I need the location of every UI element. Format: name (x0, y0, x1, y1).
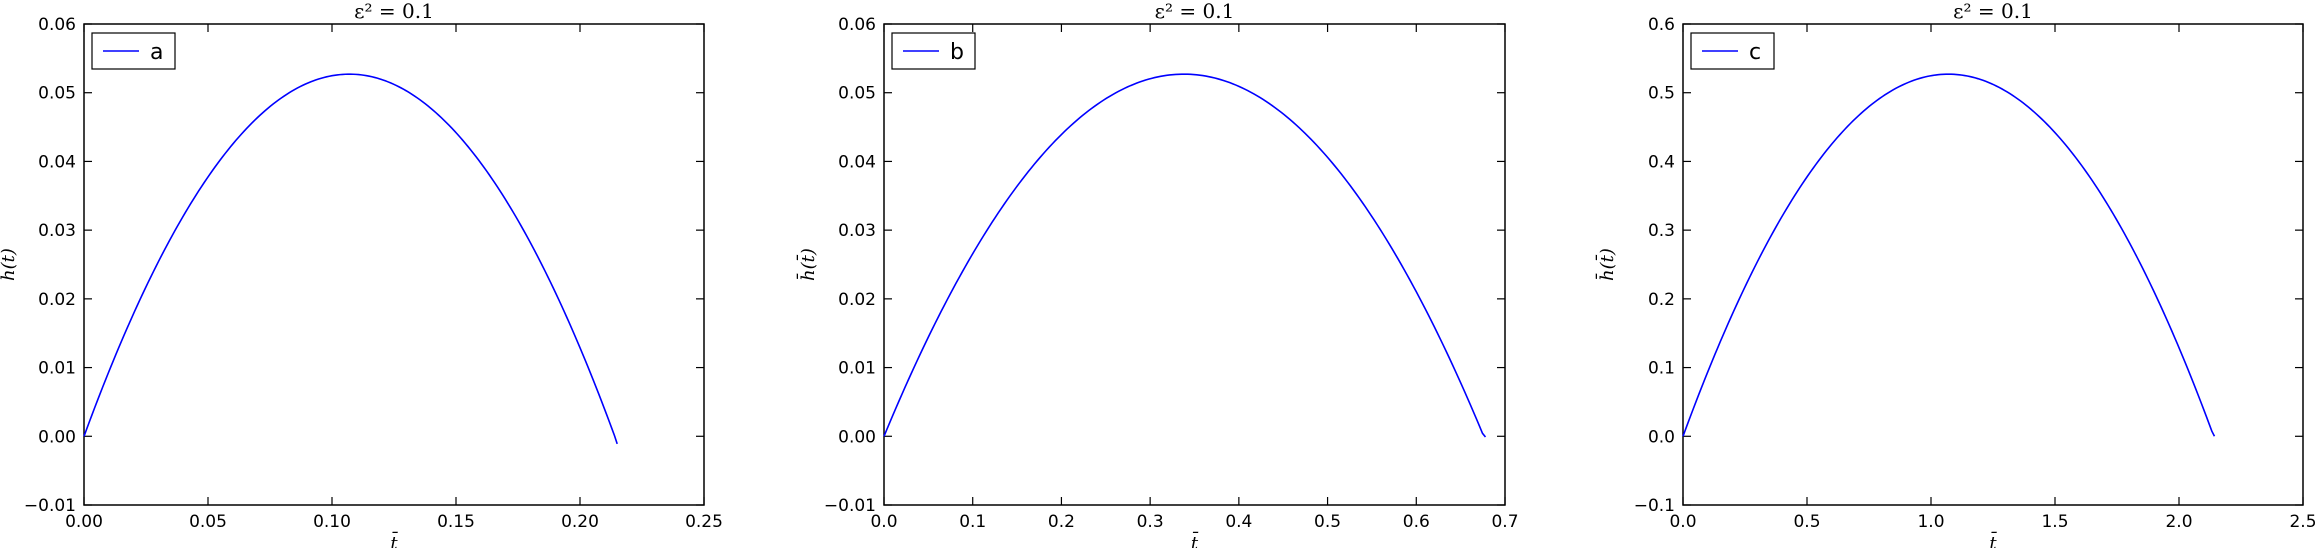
series-line-c (1682, 73, 2216, 437)
chart-panel-3: 0.0 0.5 1.0 1.5 2.0 2.5−0.10.00.10.20.30.40.5… (1594, 0, 2315, 548)
x-tick-label: 0.1 (959, 512, 986, 532)
legend-label: c (1749, 40, 1761, 65)
y-axis-label: h̄(t̄) (1594, 248, 1618, 281)
x-tick-label: 1.0 (1917, 512, 1944, 532)
plot-frame (1682, 23, 2304, 506)
y-tick-label: 0.03 (38, 221, 76, 241)
x-tick-label: 2.0 (2165, 512, 2192, 532)
y-tick-label: 0.02 (838, 290, 876, 310)
chart-panel-1: 0.00 0.05 0.10 0.15 0.20 0.25−0.010.000.010.0… (0, 0, 723, 548)
y-tick-label: 0.1 (1648, 359, 1675, 379)
series-line-a (83, 73, 618, 445)
y-tick-label: 0.3 (1648, 221, 1675, 241)
y-tick-label: 0.03 (838, 221, 876, 241)
x-tick-label: 0.5 (1793, 512, 1820, 532)
y-tick-label: −0.01 (24, 496, 76, 516)
y-tick-label: −0.1 (1634, 496, 1675, 516)
plot-frame (83, 23, 705, 506)
x-tick-label: 2.5 (2289, 512, 2315, 532)
x-tick-label: 0.3 (1137, 512, 1164, 532)
y-tick-label: 0.00 (838, 427, 876, 447)
x-tick-label: 0.0 (870, 512, 897, 532)
y-tick-label: 0.04 (838, 152, 876, 172)
y-tick-label: 0.6 (1648, 15, 1675, 35)
plot-frame (883, 23, 1506, 506)
y-tick-label: 0.00 (38, 427, 76, 447)
y-tick-label: −0.01 (824, 496, 876, 516)
y-tick-label: 0.2 (1648, 290, 1675, 310)
x-tick-label: 0.10 (313, 512, 351, 532)
y-tick-label: 0.05 (838, 84, 876, 104)
x-tick-label: 0.05 (189, 512, 227, 532)
x-tick-label: 0.2 (1048, 512, 1075, 532)
x-axis-label: t̄ (1191, 530, 1199, 548)
x-tick-label: 0.15 (437, 512, 475, 532)
y-axis-label: h̄(t̄) (795, 248, 819, 281)
chart-title: ε² = 0.1 (1953, 0, 2033, 23)
x-tick-label: 0.25 (685, 512, 723, 532)
x-axis-label: t̄ (1989, 530, 1997, 548)
y-tick-label: 0.01 (838, 359, 876, 379)
x-tick-label: 0.0 (1669, 512, 1696, 532)
y-tick-label: 0.04 (38, 152, 76, 172)
y-axis-label: h̄(t̄) (0, 248, 19, 281)
legend-label: a (150, 40, 163, 65)
chart-panel-2: 0.0 0.1 0.2 0.3 0.4 0.5 0.6 0.7 −0.01 0.00 0.01 0.0… (795, 0, 1518, 548)
y-tick-label: 0.4 (1648, 152, 1675, 172)
x-tick-label: 0.00 (65, 512, 103, 532)
x-tick-label: 0.7 (1491, 512, 1518, 532)
series-line-b (883, 73, 1487, 438)
y-tick-label: 0.5 (1648, 84, 1675, 104)
x-tick-label: 0.20 (561, 512, 599, 532)
x-tick-label: 0.6 (1403, 512, 1430, 532)
chart-title: ε² = 0.1 (354, 0, 434, 23)
y-tick-label: 0.05 (38, 84, 76, 104)
y-tick-label: 0.01 (38, 359, 76, 379)
legend-label: b (950, 40, 964, 65)
chart-title: ε² = 0.1 (1155, 0, 1235, 23)
x-tick-label: 0.4 (1225, 512, 1252, 532)
y-tick-label: 0.02 (38, 290, 76, 310)
y-tick-label: 0.06 (38, 15, 76, 35)
x-tick-label: 1.5 (2041, 512, 2068, 532)
x-axis-label: t̄ (390, 530, 398, 548)
y-tick-label: 0.0 (1648, 427, 1675, 447)
y-tick-label: 0.06 (838, 15, 876, 35)
x-tick-label: 0.5 (1314, 512, 1341, 532)
